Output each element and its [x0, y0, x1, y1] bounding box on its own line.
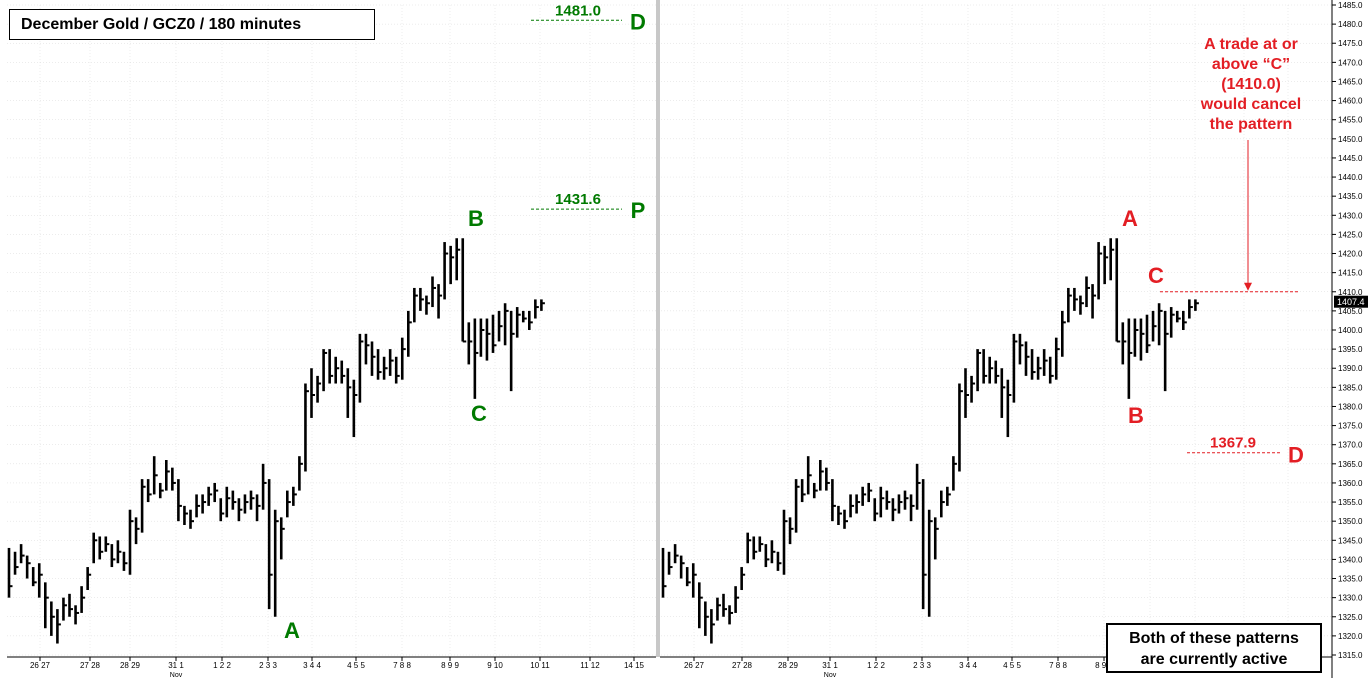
y-tick-label: 1450.0: [1338, 135, 1363, 144]
y-tick-label: 1430.0: [1338, 211, 1363, 220]
y-tick-label: 1395.0: [1338, 345, 1363, 354]
y-tick-label: 1380.0: [1338, 402, 1363, 411]
level-value-label: 1431.6: [555, 191, 601, 208]
y-tick-label: 1375.0: [1338, 422, 1363, 431]
pattern-point-label: B: [468, 206, 484, 231]
pattern-point-label: A: [1122, 206, 1138, 231]
pattern-point-label: C: [471, 401, 487, 426]
price-bars-left: [7, 238, 545, 644]
cancel-note-line: the pattern: [1209, 116, 1293, 133]
y-tick-label: 1330.0: [1338, 594, 1363, 603]
y-tick-label: 1355.0: [1338, 498, 1363, 507]
x-axis: 26 27 27 28 28 29 31 1 1 2 2 2 3 3 3 4 4 4 5 5 7…: [7, 656, 1332, 678]
active-patterns-note-line: are currently active: [1140, 651, 1288, 668]
x-tick-label: 27 28: [80, 661, 101, 670]
y-tick-label: 1440.0: [1338, 173, 1363, 182]
y-tick-label: 1460.0: [1338, 97, 1363, 106]
x-tick-label: 31 1: [822, 661, 838, 670]
y-tick-label: 1325.0: [1338, 613, 1363, 622]
level-letter-label: P: [631, 198, 646, 223]
y-tick-label: 1470.0: [1338, 58, 1363, 67]
x-tick-label: 7 8 8: [1049, 661, 1067, 670]
cancel-note-line: above “C”: [1211, 56, 1291, 73]
y-tick-label: 1385.0: [1338, 383, 1363, 392]
y-tick-label: 1390.0: [1338, 364, 1363, 373]
cancel-note-line: (1410.0): [1221, 76, 1281, 93]
y-tick-label: 1410.0: [1338, 288, 1363, 297]
annotations-left: A B C 1481.0 D 1431.6 P: [284, 2, 646, 643]
y-tick-label: 1480.0: [1338, 20, 1363, 29]
x-sub-label: Nov: [824, 672, 837, 678]
active-patterns-note-line: Both of these patterns: [1129, 630, 1299, 647]
y-tick-label: 1365.0: [1338, 460, 1363, 469]
x-tick-label: 28 29: [120, 661, 141, 670]
y-tick-label: 1405.0: [1338, 307, 1363, 316]
x-tick-label: 8 9 9: [441, 661, 459, 670]
x-tick-label: 27 28: [732, 661, 753, 670]
x-tick-label: 9 10: [487, 661, 503, 670]
y-tick-label: 1415.0: [1338, 269, 1363, 278]
level-letter-label: D: [630, 9, 646, 34]
last-price-marker: [1334, 295, 1368, 308]
x-tick-label: 14 15: [624, 661, 645, 670]
panel-divider: [656, 0, 660, 657]
y-tick-label: 1475.0: [1338, 39, 1363, 48]
cancel-note: A trade at or above “C” (1410.0) would c…: [1176, 35, 1326, 135]
pattern-point-label: A: [284, 618, 300, 643]
y-tick-label: 1435.0: [1338, 192, 1363, 201]
x-tick-label: 2 3 3: [913, 661, 931, 670]
level-value-label: 1481.0: [555, 2, 601, 19]
x-tick-label: 1 2 2: [213, 661, 231, 670]
pattern-point-label: C: [1148, 263, 1164, 288]
y-tick-label: 1360.0: [1338, 479, 1363, 488]
x-tick-label: 3 4 4: [303, 661, 321, 670]
cancel-note-line: A trade at or: [1204, 36, 1298, 53]
y-tick-label: 1455.0: [1338, 116, 1363, 125]
x-sub-label: Nov: [170, 672, 183, 678]
price-bars-right: [661, 238, 1199, 644]
x-tick-label: 11 12: [580, 661, 600, 670]
annotations-right: A B C 1367.9 D: [1122, 140, 1304, 468]
cancel-note-line: would cancel: [1200, 96, 1302, 113]
x-tick-label: 8 9 9: [1095, 661, 1113, 670]
x-tick-label: 26 27: [30, 661, 51, 670]
y-tick-label: 1420.0: [1338, 250, 1363, 259]
x-tick-label: 10 11: [530, 661, 550, 670]
x-tick-label: 3 4 4: [959, 661, 977, 670]
x-tick-label: 26 27: [684, 661, 705, 670]
y-tick-label: 1445.0: [1338, 154, 1363, 163]
panel-divider-bar: [656, 0, 660, 657]
y-tick-label: 1320.0: [1338, 632, 1363, 641]
y-tick-label: 1425.0: [1338, 230, 1363, 239]
y-tick-label: 1370.0: [1338, 441, 1363, 450]
level-value-label: 1367.9: [1210, 435, 1256, 452]
x-tick-label: 2 3 3: [259, 661, 277, 670]
x-tick-label: 31 1: [168, 661, 184, 670]
last-price-label: 1407.4: [1337, 297, 1365, 307]
level-letter-label: D: [1288, 443, 1304, 468]
pattern-point-label: B: [1128, 403, 1144, 428]
y-tick-label: 1345.0: [1338, 536, 1363, 545]
y-tick-label: 1465.0: [1338, 77, 1363, 86]
y-tick-label: 1335.0: [1338, 575, 1363, 584]
arrow-head: [1244, 282, 1252, 291]
y-tick-label: 1315.0: [1338, 651, 1363, 660]
y-axis: 1315.0 1320.0 1325.0 1330.0 1335.0 1340.0 1345…: [1331, 0, 1368, 678]
y-tick-label: 1400.0: [1338, 326, 1363, 335]
chart-title: December Gold / GCZ0 / 180 minutes: [9, 9, 375, 40]
y-tick-label: 1350.0: [1338, 517, 1363, 526]
x-tick-label: 7 8 8: [393, 661, 411, 670]
y-tick-label: 1340.0: [1338, 555, 1363, 564]
x-tick-label: 4 5 5: [1003, 661, 1021, 670]
x-tick-label: 1 2 2: [867, 661, 885, 670]
active-patterns-note: Both of these patterns are currently act…: [1106, 623, 1322, 673]
y-tick-label: 1485.0: [1338, 1, 1363, 10]
x-tick-label: 4 5 5: [347, 661, 365, 670]
x-tick-label: 28 29: [778, 661, 799, 670]
